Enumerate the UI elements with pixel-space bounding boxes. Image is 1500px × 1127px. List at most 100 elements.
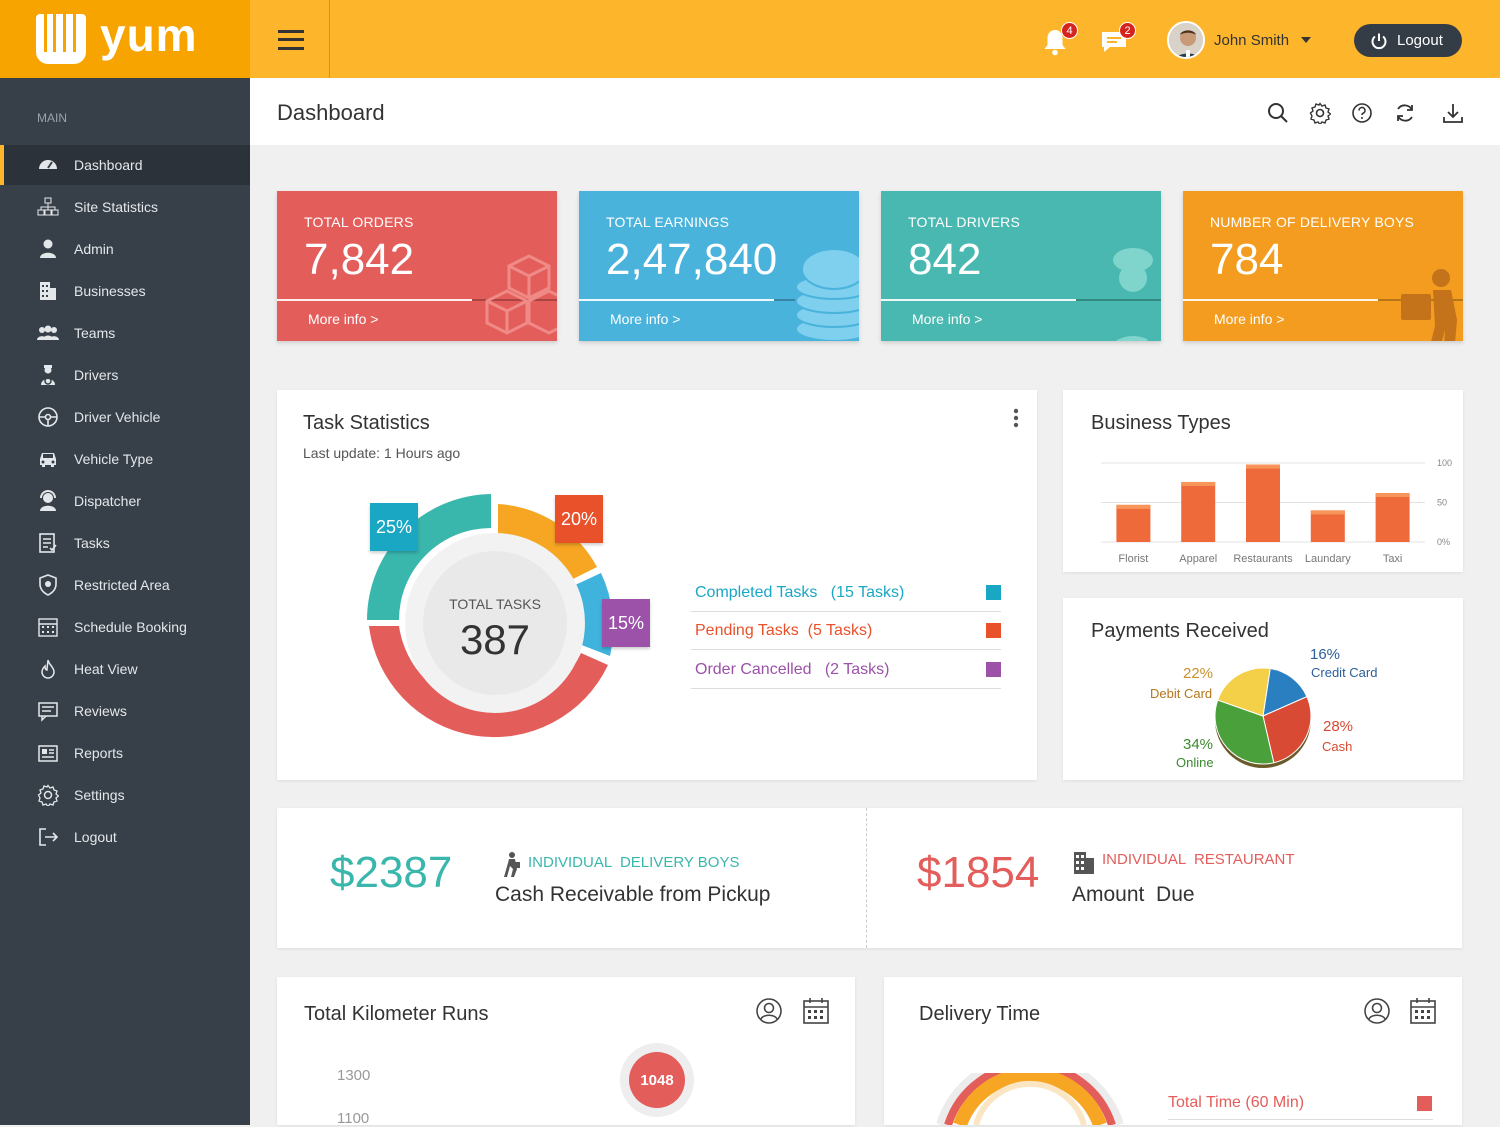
notifications-button[interactable]: 4: [1042, 22, 1078, 56]
stat-card-total-drivers[interactable]: TOTAL DRIVERS 842 More info >: [881, 191, 1161, 341]
help-icon[interactable]: [1351, 102, 1373, 124]
boxes-icon: [485, 254, 557, 335]
amount-due-value: $1854: [917, 848, 1040, 897]
stat-value: 2,47,840: [606, 235, 778, 284]
more-options-icon[interactable]: [1013, 408, 1019, 430]
sidebar-item-label: Admin: [74, 241, 114, 257]
sidebar-item-businesses[interactable]: Businesses: [0, 271, 250, 311]
x-tick-label: Taxi: [1383, 553, 1403, 565]
legend-item: Order Cancelled (2 Tasks): [691, 651, 1001, 689]
sidebar-item-dispatcher[interactable]: Dispatcher: [0, 481, 250, 521]
power-icon: [1371, 33, 1387, 49]
cash-summary-panel: $2387 INDIVIDUAL DELIVERY BOYS Cash Rece…: [277, 808, 1462, 948]
sidebar-item-teams[interactable]: Teams: [0, 313, 250, 353]
user-circle-icon[interactable]: [755, 997, 783, 1025]
calendar-icon[interactable]: [1409, 997, 1437, 1025]
panel-title: Task Statistics: [303, 412, 430, 434]
notification-count-badge: 4: [1061, 22, 1078, 39]
logout-button[interactable]: Logout: [1354, 24, 1462, 57]
sidebar-item-dashboard[interactable]: Dashboard: [0, 145, 250, 185]
refresh-icon[interactable]: [1394, 102, 1416, 124]
stat-card-total-orders[interactable]: TOTAL ORDERS 7,842 More info >: [277, 191, 557, 341]
more-info-link[interactable]: More info >: [610, 311, 681, 327]
stat-label: TOTAL EARNINGS: [606, 214, 730, 230]
axis-tick-label: 1100: [337, 1110, 370, 1127]
sidebar-item-settings[interactable]: Settings: [0, 775, 250, 815]
settings-icon[interactable]: [1309, 102, 1332, 126]
sidebar-item-logout[interactable]: Logout: [0, 817, 250, 857]
delivery-boy-icon: [1401, 269, 1457, 341]
download-icon[interactable]: [1442, 102, 1464, 124]
pie-slice[interactable]: [1262, 695, 1312, 764]
sidebar-item-label: Dispatcher: [74, 493, 141, 509]
percent-badge: 15%: [602, 599, 650, 647]
page-title: Dashboard: [277, 100, 385, 125]
pie-label-pct: 34%: [1183, 736, 1214, 753]
logout-icon: [39, 828, 59, 846]
sidebar-item-schedule-booking[interactable]: Schedule Booking: [0, 607, 250, 647]
sidebar-item-reviews[interactable]: Reviews: [0, 691, 250, 731]
sidebar-item-drivers[interactable]: Drivers: [0, 355, 250, 395]
bar[interactable]: [1116, 504, 1151, 542]
sidebar-item-label: Reviews: [74, 703, 127, 719]
sidebar-item-tasks[interactable]: Tasks: [0, 523, 250, 563]
stat-card-delivery-boys[interactable]: NUMBER OF DELIVERY BOYS 784 More info >: [1183, 191, 1463, 341]
dashboard-icon: [39, 160, 57, 169]
bar[interactable]: [1246, 464, 1280, 542]
building-icon: [40, 282, 56, 300]
messages-button[interactable]: 2: [1100, 22, 1136, 54]
top-bar: 4 2 John Smith Logout: [250, 0, 1500, 78]
brand-logo[interactable]: yum: [0, 0, 250, 78]
panel-title: Total Kilometer Runs: [304, 1003, 489, 1025]
steering-wheel-icon: [38, 407, 58, 427]
sidebar-item-restricted-area[interactable]: Restricted Area: [0, 565, 250, 605]
user-circle-icon[interactable]: [1363, 997, 1391, 1025]
logo-text: yum: [100, 9, 198, 61]
stat-value: 7,842: [304, 235, 415, 284]
stat-card-total-earnings[interactable]: TOTAL EARNINGS 2,47,840 More info >: [579, 191, 859, 341]
user-menu[interactable]: John Smith: [1167, 21, 1312, 59]
axis-tick-label: 1300: [337, 1067, 371, 1084]
sidebar-section-label: MAIN: [37, 111, 67, 125]
chevron-down-icon: [1301, 37, 1312, 43]
donut-segment-cancelled: [369, 626, 608, 738]
bar-cap: [1375, 493, 1410, 498]
x-tick-label: Restaurants: [1233, 553, 1293, 565]
comment-icon: [38, 702, 58, 722]
last-update-text: Last update: 1 Hours ago: [303, 445, 461, 461]
message-count-badge: 2: [1119, 22, 1136, 39]
sidebar-item-label: Drivers: [74, 367, 119, 383]
sidebar-item-admin[interactable]: Admin: [0, 229, 250, 269]
sidebar-item-vehicle-type[interactable]: Vehicle Type: [0, 439, 250, 479]
pie-slice[interactable]: [1217, 667, 1271, 717]
pie-label-name: Credit Card: [1311, 665, 1378, 680]
more-info-link[interactable]: More info >: [1214, 311, 1285, 327]
panel-title: Delivery Time: [919, 1003, 1041, 1025]
bar-cap: [1116, 504, 1151, 509]
bar[interactable]: [1375, 493, 1410, 542]
more-info-link[interactable]: More info >: [912, 311, 983, 327]
y-tick-label: 0%: [1437, 537, 1450, 547]
sidebar-item-reports[interactable]: Reports: [0, 733, 250, 773]
calendar-icon[interactable]: [802, 997, 830, 1025]
more-info-link[interactable]: More info >: [308, 311, 379, 327]
bar[interactable]: [1310, 510, 1345, 542]
panel-title: Business Types: [1091, 412, 1231, 434]
search-icon[interactable]: [1267, 102, 1289, 124]
sidebar-item-driver-vehicle[interactable]: Driver Vehicle: [0, 397, 250, 437]
stat-label: TOTAL DRIVERS: [908, 214, 1021, 230]
tasks-icon: [39, 533, 57, 553]
chat-icon: [1102, 32, 1126, 52]
bar-cap: [1181, 481, 1216, 486]
menu-toggle-icon[interactable]: [278, 30, 304, 50]
pie-label-name: Cash: [1322, 739, 1353, 754]
bar[interactable]: [1181, 481, 1216, 542]
pie-slice[interactable]: [1214, 699, 1275, 765]
sidebar-item-site-statistics[interactable]: Site Statistics: [0, 187, 250, 227]
pie-slice[interactable]: [1262, 667, 1308, 717]
sidebar-item-heat-view[interactable]: Heat View: [0, 649, 250, 689]
donut-segment-completed: [367, 494, 491, 620]
delivery-boys-tag: INDIVIDUAL DELIVERY BOYS: [528, 854, 740, 871]
users-icon: [37, 325, 59, 340]
sidebar-item-label: Heat View: [74, 661, 138, 677]
